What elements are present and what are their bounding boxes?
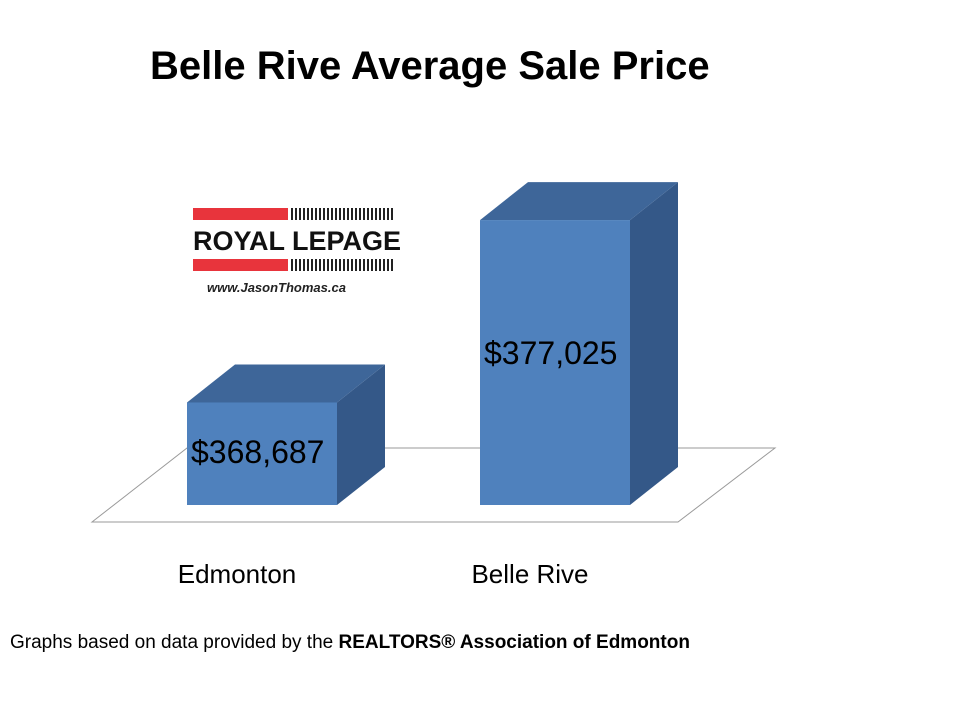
royal-lepage-logo: ROYAL LEPAGE www.JasonThomas.ca (193, 208, 402, 298)
value-label-1: $377,025 (484, 335, 617, 371)
chart-title: Belle Rive Average Sale Price (150, 44, 710, 88)
bar-top-0 (187, 364, 385, 403)
bar-side-0 (337, 364, 385, 505)
data-source-prefix: Graphs based on data provided by the (10, 632, 339, 653)
bar-top-1 (480, 182, 678, 221)
logo-brand-text: ROYAL LEPAGE (193, 226, 402, 256)
bar-0 (187, 402, 337, 505)
logo-website-url: www.JasonThomas.ca (207, 280, 346, 295)
category-label-1: Belle Rive (471, 559, 588, 589)
value-label-0: $368,687 (191, 434, 324, 470)
bar-1 (480, 220, 630, 505)
bar-side-1 (630, 182, 678, 505)
data-source-note: Graphs based on data provided by the REA… (10, 632, 690, 654)
category-label-0: Edmonton (178, 559, 297, 589)
data-source-organization: REALTORS® Association of Edmonton (338, 632, 690, 653)
